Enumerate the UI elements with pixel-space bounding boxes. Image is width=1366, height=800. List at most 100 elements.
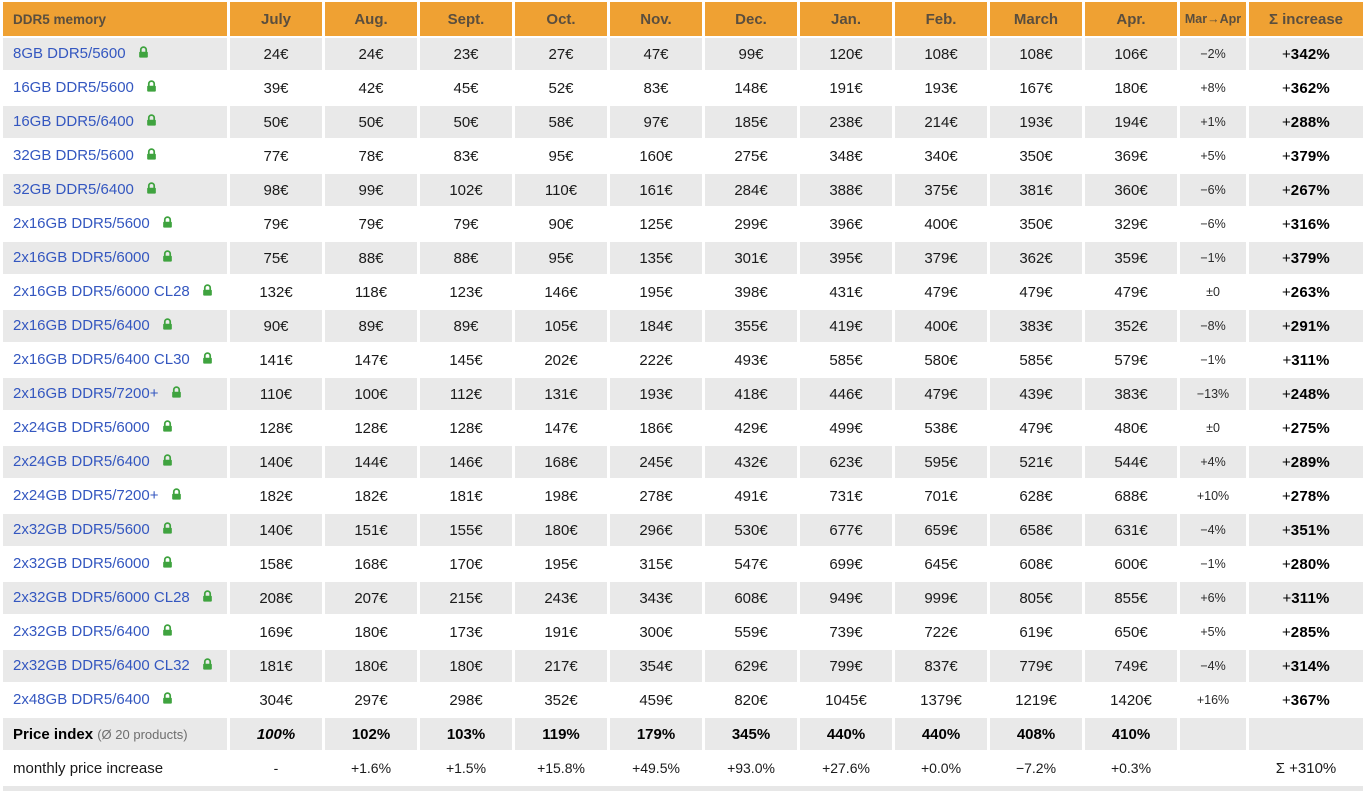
product-link[interactable]: 16GB DDR5/6400 xyxy=(13,113,134,130)
price-cell: 739€ xyxy=(800,616,892,648)
product-link[interactable]: 2x32GB DDR5/6000 CL28 xyxy=(13,589,190,606)
product-link[interactable]: 2x32GB DDR5/6000 xyxy=(13,555,150,572)
total-increase-sign: + xyxy=(1282,215,1291,233)
price-cell: 42€ xyxy=(325,72,417,104)
table-row: 2x32GB DDR5/6000 CL28 208€ 207€ 215€ 243€ 34… xyxy=(3,582,1363,614)
monthly-increase-value: +49.5% xyxy=(610,752,702,784)
total-increase-cell: +288% xyxy=(1249,106,1363,138)
product-link[interactable]: 2x32GB DDR5/6400 xyxy=(13,623,150,640)
price-cell: 446€ xyxy=(800,378,892,410)
lock-icon xyxy=(170,386,183,403)
price-cell: 112€ xyxy=(420,378,512,410)
table-row: 32GB DDR5/6400 98€ 99€ 102€ 110€ 161€ 284€ 388… xyxy=(3,174,1363,206)
total-increase-cell: +285% xyxy=(1249,616,1363,648)
price-cell: 585€ xyxy=(800,344,892,376)
product-link[interactable]: 32GB DDR5/5600 xyxy=(13,147,134,164)
total-increase-cell: +280% xyxy=(1249,548,1363,580)
product-link[interactable]: 2x32GB DDR5/6400 CL32 xyxy=(13,657,190,674)
price-cell: 191€ xyxy=(800,72,892,104)
price-cell: 128€ xyxy=(420,412,512,444)
price-cell: 480€ xyxy=(1085,412,1177,444)
lock-icon xyxy=(201,658,214,675)
price-cell: 79€ xyxy=(420,208,512,240)
product-link[interactable]: 2x24GB DDR5/7200+ xyxy=(13,487,159,504)
table-row: 2x16GB DDR5/6000 CL28 132€ 118€ 123€ 146€ 19… xyxy=(3,276,1363,308)
price-cell: 147€ xyxy=(515,412,607,444)
price-cell: 329€ xyxy=(1085,208,1177,240)
product-link[interactable]: 32GB DDR5/6400 xyxy=(13,181,134,198)
product-cell: 32GB DDR5/6400 xyxy=(3,174,227,206)
price-cell: 128€ xyxy=(325,412,417,444)
price-index-value: 103% xyxy=(420,718,512,750)
price-cell: 284€ xyxy=(705,174,797,206)
mar-apr-change-cell: +8% xyxy=(1180,72,1246,104)
price-cell: 195€ xyxy=(610,276,702,308)
price-cell: 479€ xyxy=(895,276,987,308)
product-link[interactable]: 2x16GB DDR5/6000 CL28 xyxy=(13,283,190,300)
product-cell: 2x16GB DDR5/6400 xyxy=(3,310,227,342)
product-link[interactable]: 8GB DDR5/5600 xyxy=(13,45,126,62)
price-cell: 108€ xyxy=(895,38,987,70)
price-cell: 198€ xyxy=(515,480,607,512)
product-link[interactable]: 2x24GB DDR5/6400 xyxy=(13,453,150,470)
price-cell: 628€ xyxy=(990,480,1082,512)
price-cell: 659€ xyxy=(895,514,987,546)
price-cell: 805€ xyxy=(990,582,1082,614)
total-increase-cell: +267% xyxy=(1249,174,1363,206)
product-link[interactable]: 2x16GB DDR5/5600 xyxy=(13,215,150,232)
total-increase-sign: + xyxy=(1282,351,1292,369)
price-cell: 243€ xyxy=(515,582,607,614)
price-index-row: Price index (Ø 20 products) 100% 102% 103%… xyxy=(3,718,1363,750)
price-cell: 79€ xyxy=(230,208,322,240)
total-increase-sign: + xyxy=(1282,385,1291,403)
price-cell: 118€ xyxy=(325,276,417,308)
mar-apr-change-cell: −4% xyxy=(1180,650,1246,682)
price-cell: 50€ xyxy=(420,106,512,138)
price-cell: 110€ xyxy=(230,378,322,410)
price-cell: 521€ xyxy=(990,446,1082,478)
price-cell: 479€ xyxy=(990,276,1082,308)
lock-icon xyxy=(145,148,158,165)
product-link[interactable]: 16GB DDR5/5600 xyxy=(13,79,134,96)
header-row: DDR5 memory July Aug. Sept. Oct. Nov. Dec. Jan… xyxy=(3,2,1363,36)
month-header: March xyxy=(990,2,1082,36)
product-cell: 8GB DDR5/5600 xyxy=(3,38,227,70)
price-cell: 207€ xyxy=(325,582,417,614)
lock-icon xyxy=(161,318,174,335)
total-increase-cell: +291% xyxy=(1249,310,1363,342)
month-header: Feb. xyxy=(895,2,987,36)
product-link[interactable]: 2x16GB DDR5/7200+ xyxy=(13,385,159,402)
price-cell: 95€ xyxy=(515,140,607,172)
price-cell: 78€ xyxy=(325,140,417,172)
price-cell: 193€ xyxy=(895,72,987,104)
month-header: Apr. xyxy=(1085,2,1177,36)
price-cell: 215€ xyxy=(420,582,512,614)
product-link[interactable]: 2x32GB DDR5/5600 xyxy=(13,521,150,538)
table-row: 2x16GB DDR5/7200+ 110€ 100€ 112€ 131€ 193€ 41… xyxy=(3,378,1363,410)
price-cell: 354€ xyxy=(610,650,702,682)
price-index-value: 102% xyxy=(325,718,417,750)
product-link[interactable]: 2x16GB DDR5/6400 CL30 xyxy=(13,351,190,368)
price-cell: 300€ xyxy=(610,616,702,648)
mar-apr-change-cell: ±0 xyxy=(1180,276,1246,308)
total-increase-sign: + xyxy=(1282,79,1291,97)
total-increase-value: 280% xyxy=(1290,555,1330,573)
total-increase-sign: + xyxy=(1282,181,1291,199)
price-cell: 585€ xyxy=(990,344,1082,376)
product-link[interactable]: 2x48GB DDR5/6400 xyxy=(13,691,150,708)
price-cell: 479€ xyxy=(895,378,987,410)
price-cell: 106€ xyxy=(1085,38,1177,70)
total-increase-cell: +351% xyxy=(1249,514,1363,546)
total-increase-sign: + xyxy=(1282,317,1291,335)
total-increase-value: 342% xyxy=(1290,45,1330,63)
price-cell: 383€ xyxy=(1085,378,1177,410)
price-cell: 388€ xyxy=(800,174,892,206)
price-cell: 180€ xyxy=(1085,72,1177,104)
monthly-increase-value: +15.8% xyxy=(515,752,607,784)
product-link[interactable]: 2x16GB DDR5/6400 xyxy=(13,317,150,334)
price-cell: 355€ xyxy=(705,310,797,342)
product-cell: 2x16GB DDR5/6400 CL30 xyxy=(3,344,227,376)
price-cell: 193€ xyxy=(610,378,702,410)
product-link[interactable]: 2x24GB DDR5/6000 xyxy=(13,419,150,436)
product-link[interactable]: 2x16GB DDR5/6000 xyxy=(13,249,150,266)
